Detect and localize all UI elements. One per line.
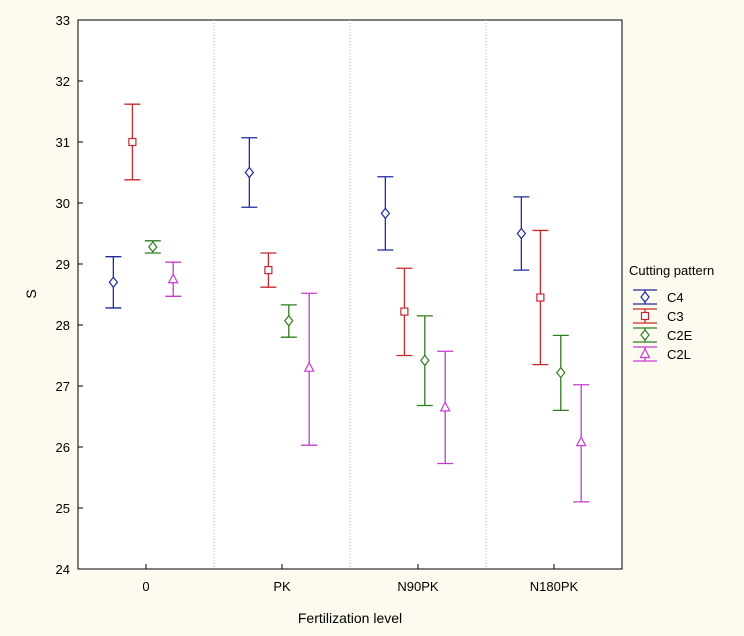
legend-label-c2e: C2E (667, 328, 693, 343)
point-c3 (264, 266, 273, 275)
point-c2l (439, 401, 451, 412)
x-tick-label: 0 (142, 579, 149, 594)
y-tick-label: 24 (56, 562, 70, 577)
y-axis: 24 25 26 27 28 29 30 31 32 33 (56, 13, 83, 577)
x-tick-label: N180PK (530, 579, 579, 594)
point-c2l (575, 435, 587, 447)
legend-marker-c3 (640, 311, 650, 321)
point-c2e (284, 314, 294, 327)
legend-label-c3: C3 (667, 309, 684, 324)
point-c3 (400, 307, 409, 316)
y-tick-label: 33 (56, 13, 70, 28)
y-tick-label: 26 (56, 440, 70, 455)
data-marks (105, 103, 590, 503)
point-c3 (536, 293, 545, 302)
y-tick-label: 31 (56, 135, 70, 150)
y-axis-title: S (23, 289, 39, 298)
y-tick-label: 28 (56, 318, 70, 333)
y-tick-label: 30 (56, 196, 70, 211)
legend-label-c2l: C2L (667, 347, 691, 362)
y-tick-label: 29 (56, 257, 70, 272)
x-axis-title: Fertilization level (298, 610, 402, 626)
x-tick-label: PK (273, 579, 291, 594)
point-c3 (128, 137, 137, 147)
point-c2l (167, 272, 179, 284)
legend: Cutting pattern C4 C3 C2E C2L (629, 263, 714, 362)
y-tick-label: 25 (56, 501, 70, 516)
point-c4 (516, 227, 527, 240)
x-tick-label: N90PK (397, 579, 439, 594)
legend-title: Cutting pattern (629, 263, 714, 278)
legend-marker-c4 (640, 291, 650, 303)
x-axis: 0 PK N90PK N180PK (142, 564, 579, 594)
legend-marker-c2e (640, 329, 650, 341)
point-c4 (244, 166, 255, 179)
plot-area (77, 19, 623, 570)
point-c4 (380, 207, 391, 220)
point-c2e (420, 354, 430, 367)
point-c2e (148, 240, 158, 253)
point-c2e (556, 366, 566, 379)
y-tick-label: 32 (56, 74, 70, 89)
y-tick-label: 27 (56, 379, 70, 394)
point-c2l (303, 361, 315, 372)
legend-marker-c2l (639, 347, 651, 359)
point-c4 (108, 276, 119, 289)
legend-label-c4: C4 (667, 290, 684, 305)
